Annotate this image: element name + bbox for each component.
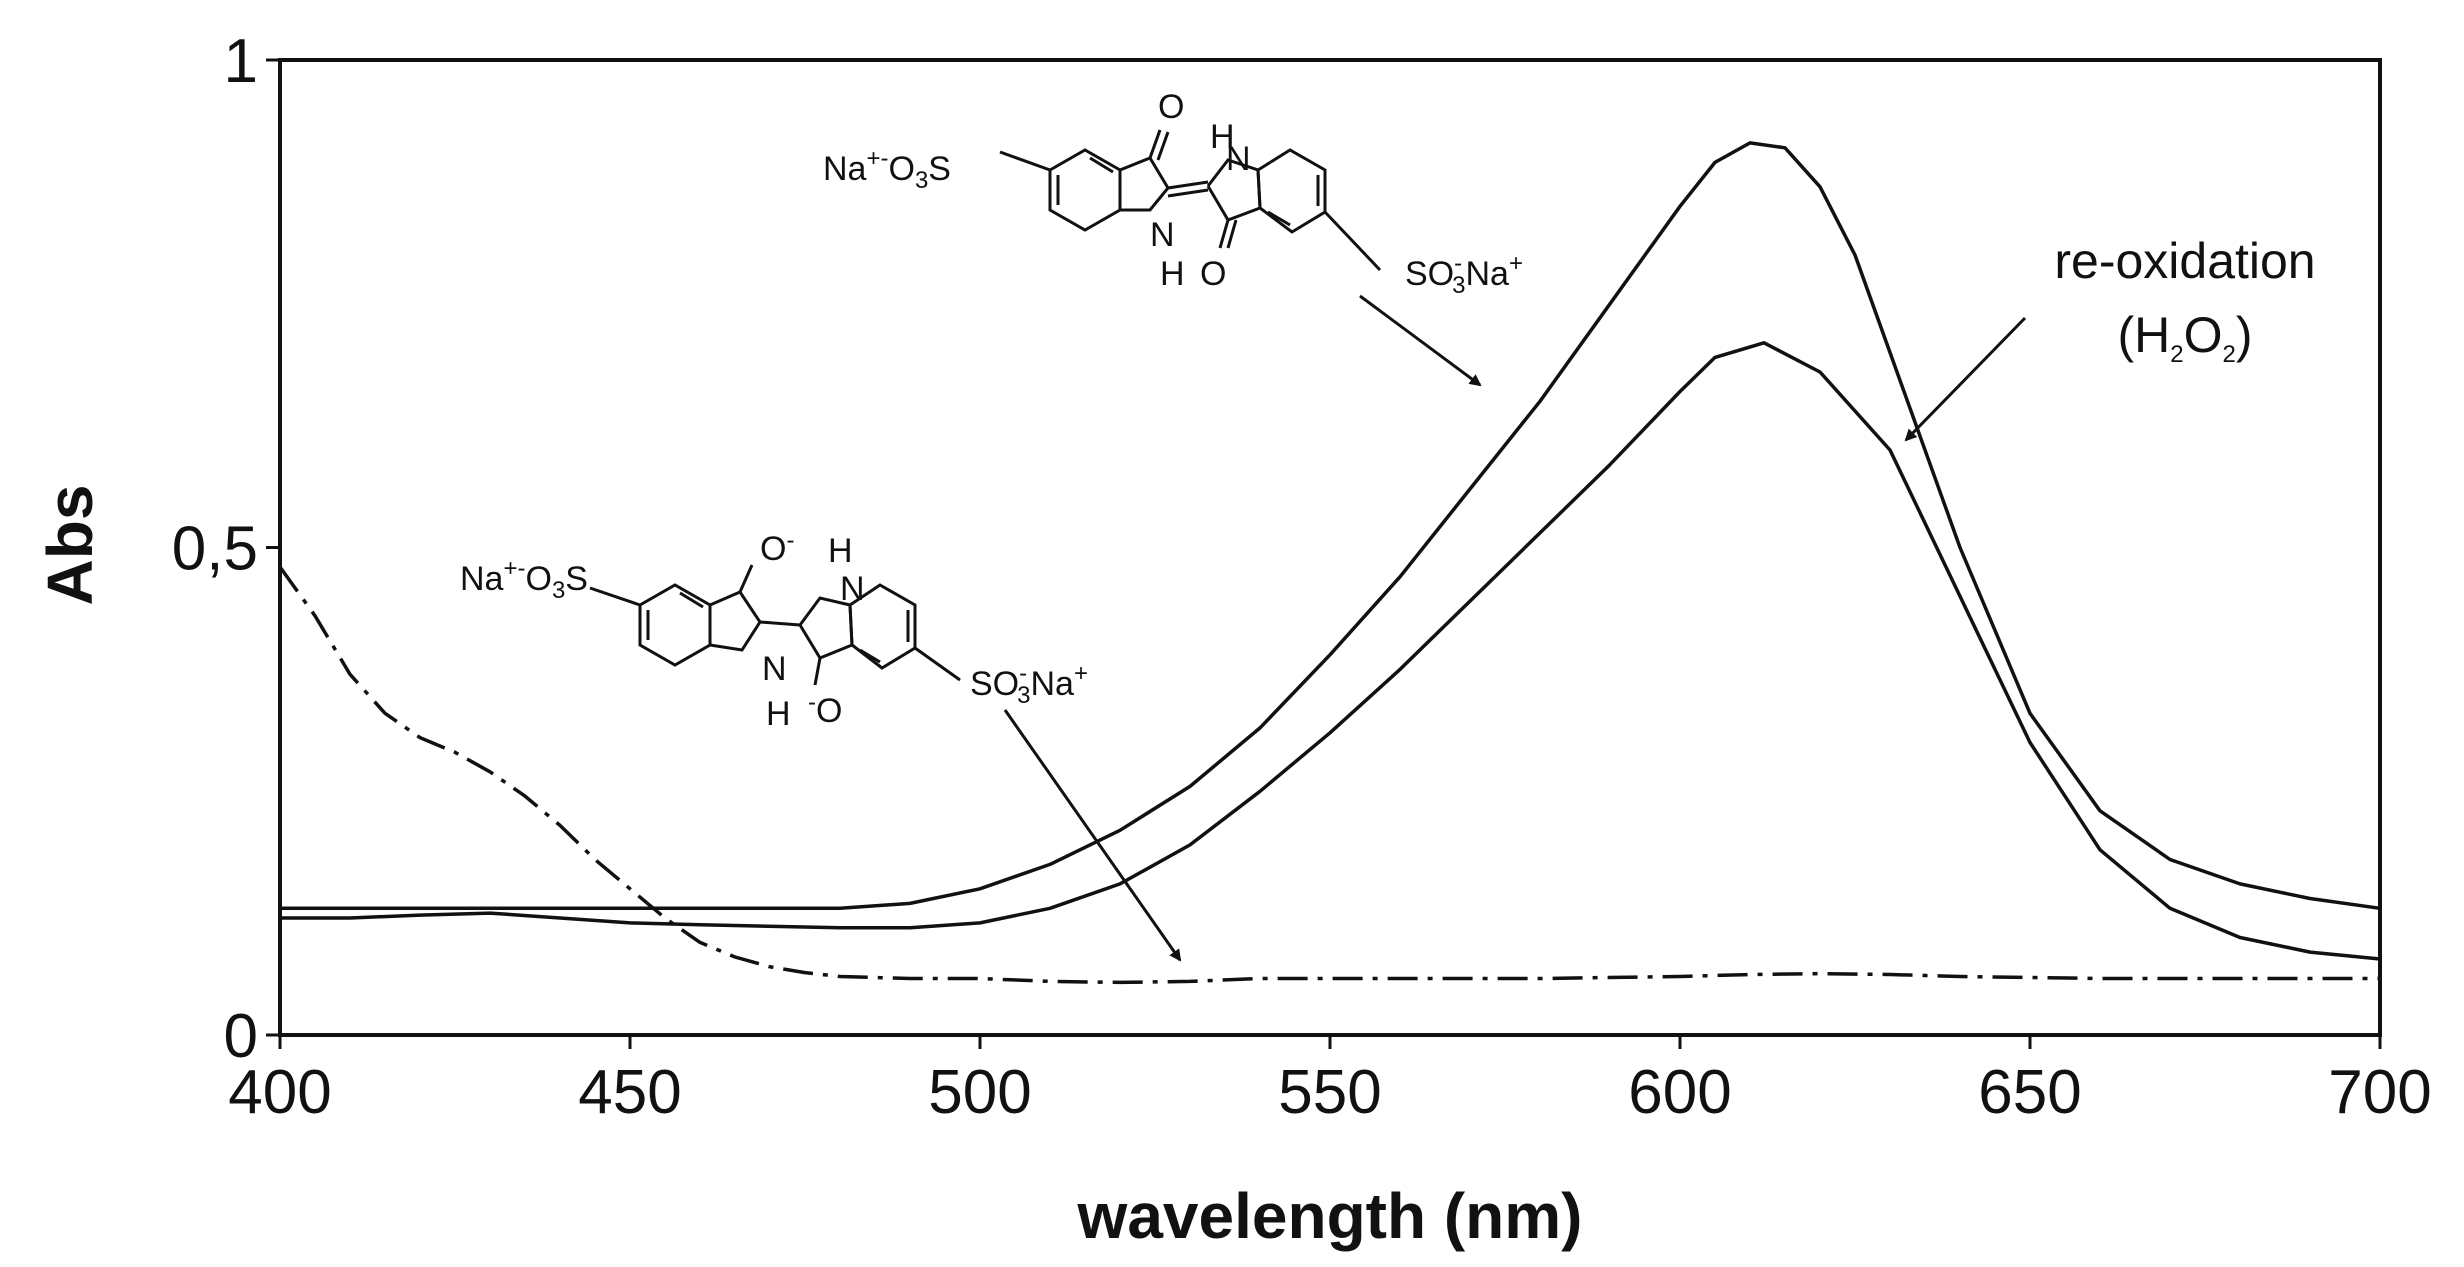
reoxidation-reagent-label: (H2O2) (2117, 307, 2252, 368)
leuco-top-hydrogen-label: H (828, 532, 853, 570)
leuco-top-oxide-label: O- (760, 527, 794, 568)
carmine-top-hydrogen-label: H (1210, 118, 1235, 156)
leuco-bottom-oxide-label: -O (808, 689, 842, 730)
leuco-bottom-nitrogen-label: N (762, 650, 787, 688)
x-tick-label: 450 (578, 1058, 681, 1127)
y-axis-title: Abs (34, 485, 106, 606)
indigo-carmine-structure: O H N N H O Na+-O3S SO-3Na+ (823, 88, 1523, 299)
plot-frame (278, 58, 2382, 1037)
carmine-top-nitrogen-label: N (1226, 140, 1251, 178)
carmine-bottom-nitrogen-label: N (1150, 216, 1175, 254)
x-tick-label: 500 (928, 1058, 1031, 1127)
y-tick-label: 0 (224, 1002, 258, 1071)
leuco-indigo-carmine-arrow (1003, 709, 1182, 962)
reoxidation-label: re-oxidation (2054, 233, 2315, 289)
carmine-left-sulfonate-label: Na+-O3S (823, 145, 951, 194)
y-axis-ticks: 00,51 (172, 27, 280, 1071)
reoxidation-arrow (1904, 316, 2027, 442)
x-tick-label: 400 (228, 1058, 331, 1127)
leuco-top-nitrogen-label: N (840, 570, 865, 608)
y-tick-label: 1 (224, 27, 258, 96)
leuco-right-sulfonate-label: SO-3Na+ (970, 660, 1088, 709)
carmine-bottom-hydrogen-label: H (1160, 255, 1185, 293)
x-axis-title: wavelength (nm) (1077, 1180, 1583, 1252)
carmine-bottom-oxygen-label: O (1200, 255, 1226, 293)
leuco-left-sulfonate-label: Na+-O3S (460, 555, 588, 604)
series-line-2 (280, 341, 2381, 961)
x-axis-ticks: 400 450 500 550 600 650 700 (228, 1035, 2432, 1127)
x-tick-label: 600 (1628, 1058, 1731, 1127)
x-tick-label: 650 (1978, 1058, 2081, 1127)
series-layer (278, 141, 2381, 985)
leuco-indigo-carmine-structure: O- H N N H -O Na+-O3S SO-3Na+ (460, 527, 1088, 733)
series-line-1 (280, 141, 2381, 911)
x-tick-label: 550 (1278, 1058, 1381, 1127)
carmine-right-sulfonate-label: SO-3Na+ (1405, 250, 1523, 299)
x-tick-label: 700 (2328, 1058, 2431, 1127)
indigo-carmine-arrow (1359, 294, 1482, 387)
leuco-bottom-hydrogen-label: H (766, 695, 791, 733)
y-tick-label: 0,5 (172, 515, 258, 584)
carmine-top-oxygen-label: O (1158, 88, 1184, 126)
series-line-3 (278, 565, 2380, 985)
